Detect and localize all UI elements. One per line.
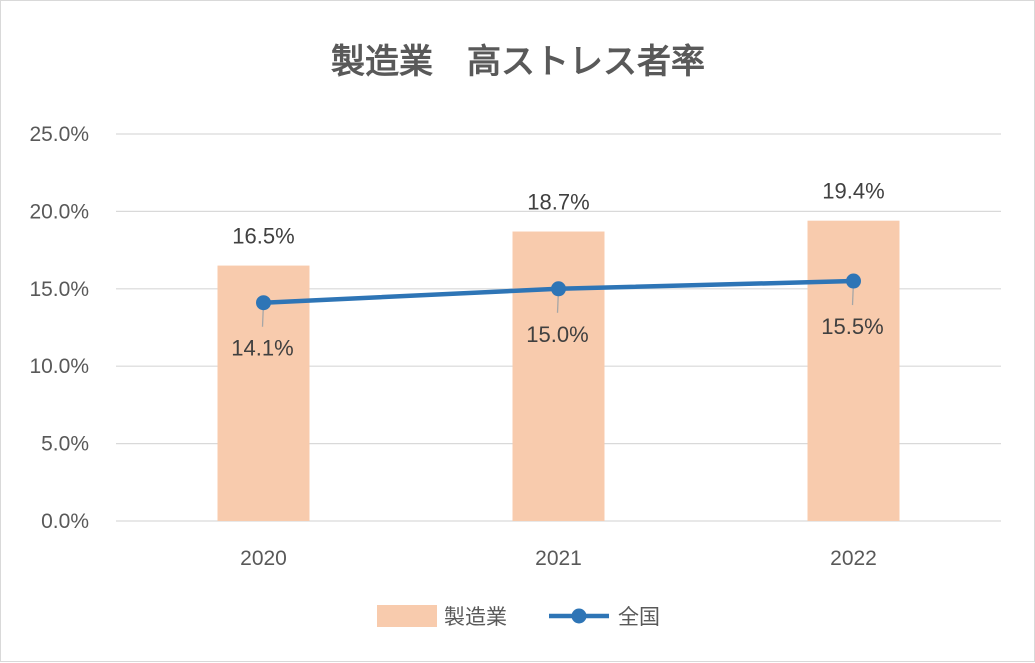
bar-series [217, 220, 900, 522]
bar [807, 220, 900, 522]
line-marker [551, 281, 566, 297]
line-series [256, 273, 861, 327]
x-tick-label: 2022 [830, 547, 877, 570]
axis-labels: 0.0% 5.0% 10.0% 15.0% 20.0% 25.0% 2020 2021 2022 [29, 123, 876, 570]
legend: 製造業 全国 [377, 605, 660, 629]
line-data-label: 15.5% [821, 314, 883, 339]
line-marker [256, 295, 271, 311]
legend-label-line: 全国 [618, 605, 660, 629]
legend-marker [571, 608, 587, 624]
legend-swatch-bar [377, 605, 437, 627]
y-tick-label: 5.0% [41, 433, 89, 456]
y-tick-label: 15.0% [29, 278, 89, 301]
bar-data-label: 18.7% [527, 190, 589, 215]
y-tick-label: 20.0% [29, 200, 89, 223]
bar [512, 231, 605, 522]
line-data-label: 14.1% [231, 336, 293, 361]
legend-label-bar: 製造業 [444, 605, 507, 629]
bar-data-label: 19.4% [822, 179, 884, 204]
line-data-label: 15.0% [526, 322, 588, 347]
x-tick-label: 2021 [535, 547, 582, 570]
chart-title: 製造業 高ストレス者率 [331, 42, 705, 82]
y-tick-label: 0.0% [41, 510, 89, 533]
data-labels: 16.5% 18.7% 19.4% 14.1% 15.0% 15.5% [231, 179, 884, 361]
x-tick-label: 2020 [240, 547, 287, 570]
y-tick-label: 25.0% [29, 123, 89, 146]
line-marker [846, 273, 861, 289]
y-tick-label: 10.0% [29, 355, 89, 378]
bar-data-label: 16.5% [232, 224, 294, 249]
